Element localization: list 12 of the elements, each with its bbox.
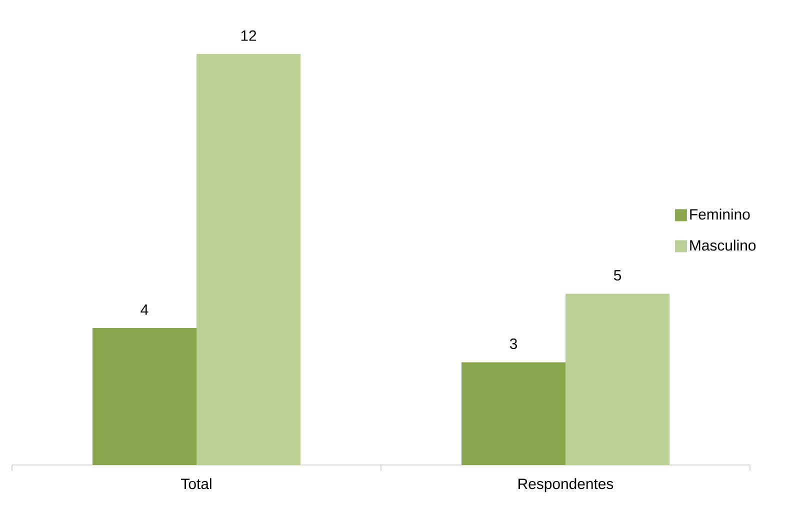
bar <box>92 328 197 465</box>
data-label: 12 <box>241 30 256 41</box>
bar <box>196 54 301 465</box>
data-label: 3 <box>510 338 518 350</box>
x-tick-label: Respondentes <box>518 478 614 492</box>
legend-label: Masculino <box>690 240 756 251</box>
bar <box>462 362 566 465</box>
bar <box>566 294 670 465</box>
legend-label: Feminino <box>690 208 750 220</box>
x-tick-label: Total <box>181 478 212 490</box>
data-label: 5 <box>614 270 622 281</box>
data-label: 4 <box>140 304 148 315</box>
